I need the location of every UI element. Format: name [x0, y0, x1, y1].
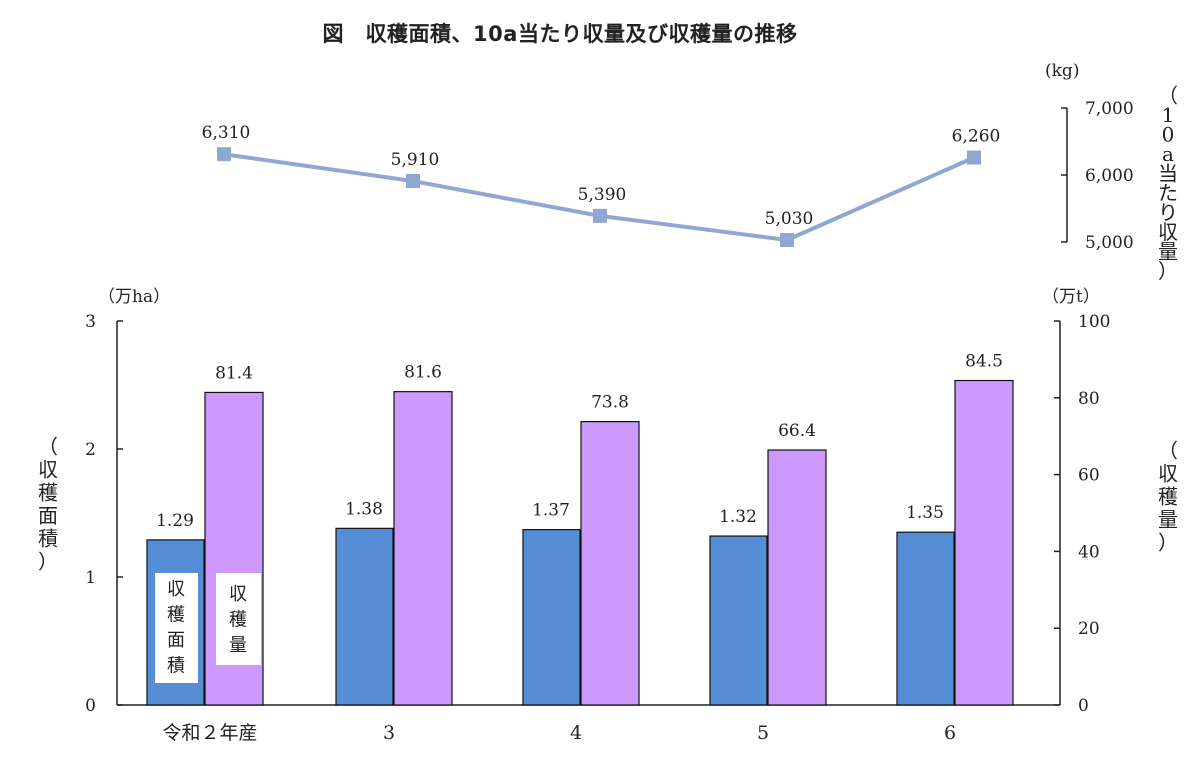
yield-point [593, 208, 607, 223]
line-y-axis-label: （10a当たり収量） [1158, 84, 1178, 284]
yield-line-panel: 7,000 6,000 5,000 (kg) （10a当たり収量） 6,310 5,910 5… [202, 61, 1178, 283]
line-y-tick-label: 5,000 [1085, 233, 1134, 253]
yield-data-label: 5,030 [765, 209, 814, 229]
left-y-axis-label-char: （ [38, 435, 58, 459]
line-y-axis-label-char: た [1158, 181, 1178, 205]
area-bar [896, 531, 955, 706]
yield-point [406, 174, 420, 189]
right-y-axis-label-char: ） [1158, 531, 1178, 555]
right-y-tick-label: 20 [1078, 619, 1100, 639]
yield-data-label: 6,260 [952, 127, 1001, 147]
harvest-data-label: 73.8 [591, 393, 629, 413]
line-y-unit: (kg) [1045, 61, 1079, 81]
right-y-tick-label: 60 [1078, 466, 1100, 486]
harvest-data-label: 66.4 [778, 421, 816, 441]
left-y-tick-label: 1 [85, 568, 96, 588]
area-legend-box [155, 573, 198, 683]
area-data-label: 1.29 [156, 511, 194, 531]
line-y-axis-label-char: 量 [1158, 240, 1178, 264]
yield-data-label: 6,310 [202, 123, 251, 143]
x-category-label: 令和２年産 [162, 722, 257, 744]
left-y-axis-label-char: 収 [38, 458, 58, 482]
chart-title: 図 収穫面積、10a当たり収量及び収穫量の推移 [322, 22, 798, 46]
left-y-tick-label: 2 [85, 440, 96, 460]
line-y-tick-label: 7,000 [1085, 99, 1134, 119]
harvest-bar [580, 421, 640, 706]
area-bar [335, 527, 394, 706]
x-category-label: 4 [570, 722, 582, 744]
right-y-unit: （万t） [1042, 287, 1100, 307]
line-y-axis-label-char: （ [1158, 84, 1178, 108]
harvest-legend-label-char: 収 [229, 584, 247, 605]
harvest-bar [767, 449, 827, 706]
line-y-axis-label-char: 収 [1158, 220, 1178, 244]
yield-point [780, 232, 794, 247]
x-category-label: 3 [383, 722, 395, 744]
harvest-legend-label: 収穫量 [229, 584, 247, 656]
area-data-label: 1.32 [719, 507, 757, 527]
right-y-axis-label: （収穫量） [1158, 439, 1178, 555]
left-y-tick-label: 3 [85, 312, 96, 332]
right-y-tick-label: 100 [1078, 312, 1110, 332]
line-y-axis-label-char: 当 [1158, 162, 1178, 186]
left-y-axis-label-char: 面 [38, 504, 58, 528]
right-y-axis-label-char: 収 [1158, 462, 1178, 486]
line-y-axis-label-char: り [1158, 201, 1178, 225]
x-category-label: 6 [944, 722, 956, 744]
area-legend-label-char: 穫 [167, 605, 185, 626]
harvest-data-label: 84.5 [965, 352, 1003, 372]
line-y-tick-label: 6,000 [1085, 166, 1134, 186]
x-category-label: 5 [757, 722, 769, 744]
line-y-axis-label-char: 1 [1162, 103, 1175, 127]
left-y-axis-label: （収穫面積） [38, 435, 58, 574]
area-bar [522, 529, 581, 706]
left-y-unit: （万ha） [98, 287, 170, 307]
area-data-label: 1.37 [532, 501, 570, 521]
line-y-axis-label-char: ） [1158, 259, 1178, 283]
right-y-axis-label-char: 穫 [1158, 485, 1178, 509]
left-y-axis-label-char: 穫 [38, 481, 58, 505]
right-y-tick-label: 40 [1078, 542, 1100, 562]
harvest-legend-box [216, 573, 261, 665]
area-legend-label-char: 収 [167, 579, 185, 600]
area-data-label: 1.38 [345, 499, 383, 519]
area-bar [709, 535, 768, 706]
harvest-data-label: 81.4 [215, 363, 253, 383]
area-legend-label: 収穫面積 [167, 579, 185, 677]
right-y-axis-label-char: （ [1158, 439, 1178, 463]
area-legend-label-char: 面 [167, 630, 185, 651]
left-y-axis-label-char: ） [38, 550, 58, 574]
yield-data-label: 5,390 [578, 185, 627, 205]
line-y-axis-label-char: 0 [1162, 123, 1175, 147]
right-y-axis-label-char: 量 [1158, 508, 1178, 532]
right-y-tick-label: 80 [1078, 389, 1100, 409]
yield-point [217, 147, 231, 162]
yield-point [967, 150, 981, 165]
area-data-label: 1.35 [906, 503, 944, 523]
right-y-tick-label: 0 [1078, 696, 1089, 716]
yield-data-label: 5,910 [391, 150, 440, 170]
harvest-legend-label-char: 量 [229, 635, 247, 656]
line-y-axis-label-char: a [1162, 142, 1174, 166]
area-legend-label-char: 積 [167, 656, 185, 677]
left-y-axis-label-char: 積 [38, 527, 58, 551]
harvest-bar [393, 391, 453, 706]
harvest-legend-label-char: 穫 [229, 610, 247, 631]
harvest-bar [954, 379, 1014, 706]
harvest-data-label: 81.6 [404, 363, 442, 383]
left-y-tick-label: 0 [85, 696, 96, 716]
